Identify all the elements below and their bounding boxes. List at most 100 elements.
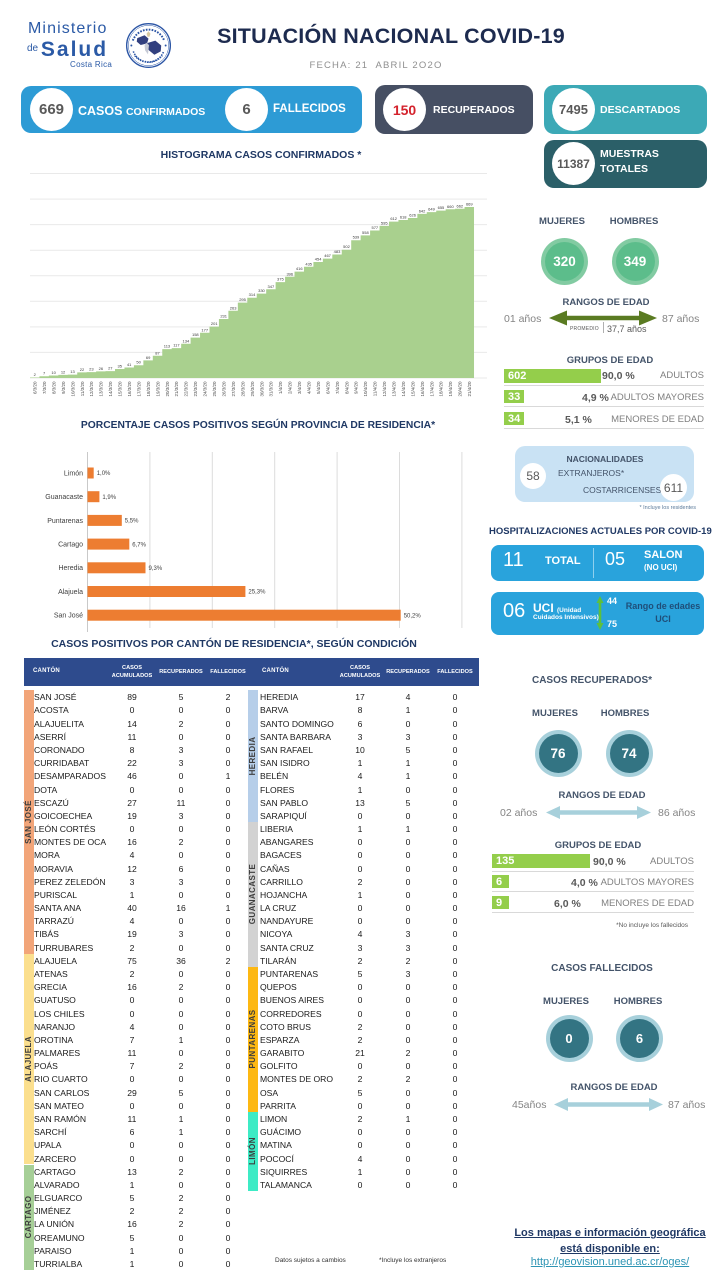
svg-text:15/3/20: 15/3/20 xyxy=(118,381,123,397)
svg-text:467: 467 xyxy=(324,253,331,258)
svg-text:10: 10 xyxy=(51,370,56,375)
svg-text:26: 26 xyxy=(99,366,104,371)
svg-text:7: 7 xyxy=(43,371,46,376)
svg-text:375: 375 xyxy=(277,277,284,282)
svg-text:24/3/20: 24/3/20 xyxy=(203,381,208,397)
svg-text:25/3/20: 25/3/20 xyxy=(212,381,217,397)
svg-text:Cartago: Cartago xyxy=(58,542,83,549)
svg-text:12/4/20: 12/4/20 xyxy=(382,381,387,397)
svg-text:23: 23 xyxy=(89,367,94,372)
svg-text:19/3/20: 19/3/20 xyxy=(155,381,160,397)
svg-text:134: 134 xyxy=(183,338,190,343)
svg-text:6/4/20: 6/4/20 xyxy=(325,381,330,394)
svg-text:12/3/20: 12/3/20 xyxy=(89,381,94,397)
svg-text:8/3/20: 8/3/20 xyxy=(51,381,56,394)
svg-text:9/4/20: 9/4/20 xyxy=(354,381,359,394)
svg-text:5/4/20: 5/4/20 xyxy=(316,381,321,394)
svg-text:9,3%: 9,3% xyxy=(149,566,163,572)
svg-text:416: 416 xyxy=(296,266,303,271)
svg-text:577: 577 xyxy=(371,225,378,230)
svg-text:35: 35 xyxy=(118,364,123,369)
svg-text:28/3/20: 28/3/20 xyxy=(240,381,245,397)
svg-text:330: 330 xyxy=(258,288,265,293)
svg-text:177: 177 xyxy=(201,327,208,332)
svg-text:6,7%: 6,7% xyxy=(132,542,146,548)
svg-text:14/4/20: 14/4/20 xyxy=(401,381,406,397)
svg-text:Alajuela: Alajuela xyxy=(58,589,83,596)
svg-text:27: 27 xyxy=(108,366,113,371)
svg-text:13/3/20: 13/3/20 xyxy=(99,381,104,397)
svg-text:6/3/20: 6/3/20 xyxy=(33,381,38,394)
svg-text:25,3%: 25,3% xyxy=(248,590,266,596)
svg-text:117: 117 xyxy=(173,343,180,348)
svg-text:502: 502 xyxy=(343,244,350,249)
svg-text:50,2%: 50,2% xyxy=(404,613,422,619)
svg-text:Puntarenas: Puntarenas xyxy=(47,518,83,525)
svg-text:231: 231 xyxy=(220,313,227,318)
svg-text:1/4/20: 1/4/20 xyxy=(278,381,283,394)
svg-text:16/4/20: 16/4/20 xyxy=(420,381,425,397)
svg-text:17/3/20: 17/3/20 xyxy=(136,381,141,397)
svg-text:50: 50 xyxy=(136,360,141,365)
svg-text:19/4/20: 19/4/20 xyxy=(448,381,453,397)
svg-text:618: 618 xyxy=(400,215,407,220)
svg-text:Guanacaste: Guanacaste xyxy=(45,494,83,501)
svg-text:113: 113 xyxy=(164,344,171,349)
svg-text:69: 69 xyxy=(146,355,151,360)
svg-text:14/3/20: 14/3/20 xyxy=(108,381,113,397)
svg-text:347: 347 xyxy=(268,284,275,289)
svg-text:7/3/20: 7/3/20 xyxy=(42,381,47,394)
svg-text:11/3/20: 11/3/20 xyxy=(80,381,85,396)
svg-text:655: 655 xyxy=(438,205,445,210)
svg-text:595: 595 xyxy=(381,220,388,225)
svg-text:17/4/20: 17/4/20 xyxy=(429,381,434,397)
svg-text:18/3/20: 18/3/20 xyxy=(146,381,151,397)
svg-text:1,9%: 1,9% xyxy=(102,495,116,501)
svg-text:396: 396 xyxy=(286,271,293,276)
svg-text:5,5%: 5,5% xyxy=(125,519,139,525)
svg-text:539: 539 xyxy=(353,235,360,240)
svg-text:158: 158 xyxy=(192,332,199,337)
svg-text:12: 12 xyxy=(61,369,66,374)
svg-text:9/3/20: 9/3/20 xyxy=(61,381,66,394)
svg-text:31/3/20: 31/3/20 xyxy=(269,381,274,397)
svg-text:41: 41 xyxy=(127,362,132,367)
svg-text:1,0%: 1,0% xyxy=(97,471,111,477)
svg-text:612: 612 xyxy=(390,216,397,221)
svg-text:20/4/20: 20/4/20 xyxy=(458,381,463,397)
svg-text:454: 454 xyxy=(315,256,322,261)
svg-text:295: 295 xyxy=(239,297,246,302)
svg-text:21/4/20: 21/4/20 xyxy=(467,381,472,397)
svg-text:642: 642 xyxy=(419,208,426,213)
svg-text:30/3/20: 30/3/20 xyxy=(259,381,264,397)
svg-text:18/4/20: 18/4/20 xyxy=(439,381,444,397)
svg-text:20/3/20: 20/3/20 xyxy=(165,381,170,397)
svg-text:Heredia: Heredia xyxy=(58,565,83,572)
svg-text:4/4/20: 4/4/20 xyxy=(306,381,311,394)
svg-text:29/3/20: 29/3/20 xyxy=(250,381,255,397)
svg-text:10/3/20: 10/3/20 xyxy=(70,381,75,397)
svg-text:2: 2 xyxy=(34,372,37,377)
svg-text:10/4/20: 10/4/20 xyxy=(363,381,368,397)
svg-text:2/4/20: 2/4/20 xyxy=(288,381,293,394)
svg-text:8/4/20: 8/4/20 xyxy=(344,381,349,394)
svg-text:26/3/20: 26/3/20 xyxy=(221,381,226,397)
svg-text:314: 314 xyxy=(249,292,256,297)
svg-text:558: 558 xyxy=(362,230,369,235)
svg-text:435: 435 xyxy=(305,261,312,266)
svg-text:263: 263 xyxy=(230,305,237,310)
svg-text:11/4/20: 11/4/20 xyxy=(373,381,378,396)
svg-text:21/3/20: 21/3/20 xyxy=(174,381,179,397)
svg-text:660: 660 xyxy=(447,204,454,209)
svg-text:3/4/20: 3/4/20 xyxy=(297,381,302,394)
svg-text:649: 649 xyxy=(428,207,435,212)
svg-text:27/3/20: 27/3/20 xyxy=(231,381,236,397)
svg-text:16/3/20: 16/3/20 xyxy=(127,381,132,397)
svg-text:483: 483 xyxy=(334,249,341,254)
svg-text:San José: San José xyxy=(54,613,83,620)
svg-text:23/3/20: 23/3/20 xyxy=(193,381,198,397)
svg-text:87: 87 xyxy=(155,350,160,355)
svg-text:13/4/20: 13/4/20 xyxy=(392,381,397,397)
svg-text:626: 626 xyxy=(409,212,416,217)
svg-text:15/4/20: 15/4/20 xyxy=(410,381,415,397)
